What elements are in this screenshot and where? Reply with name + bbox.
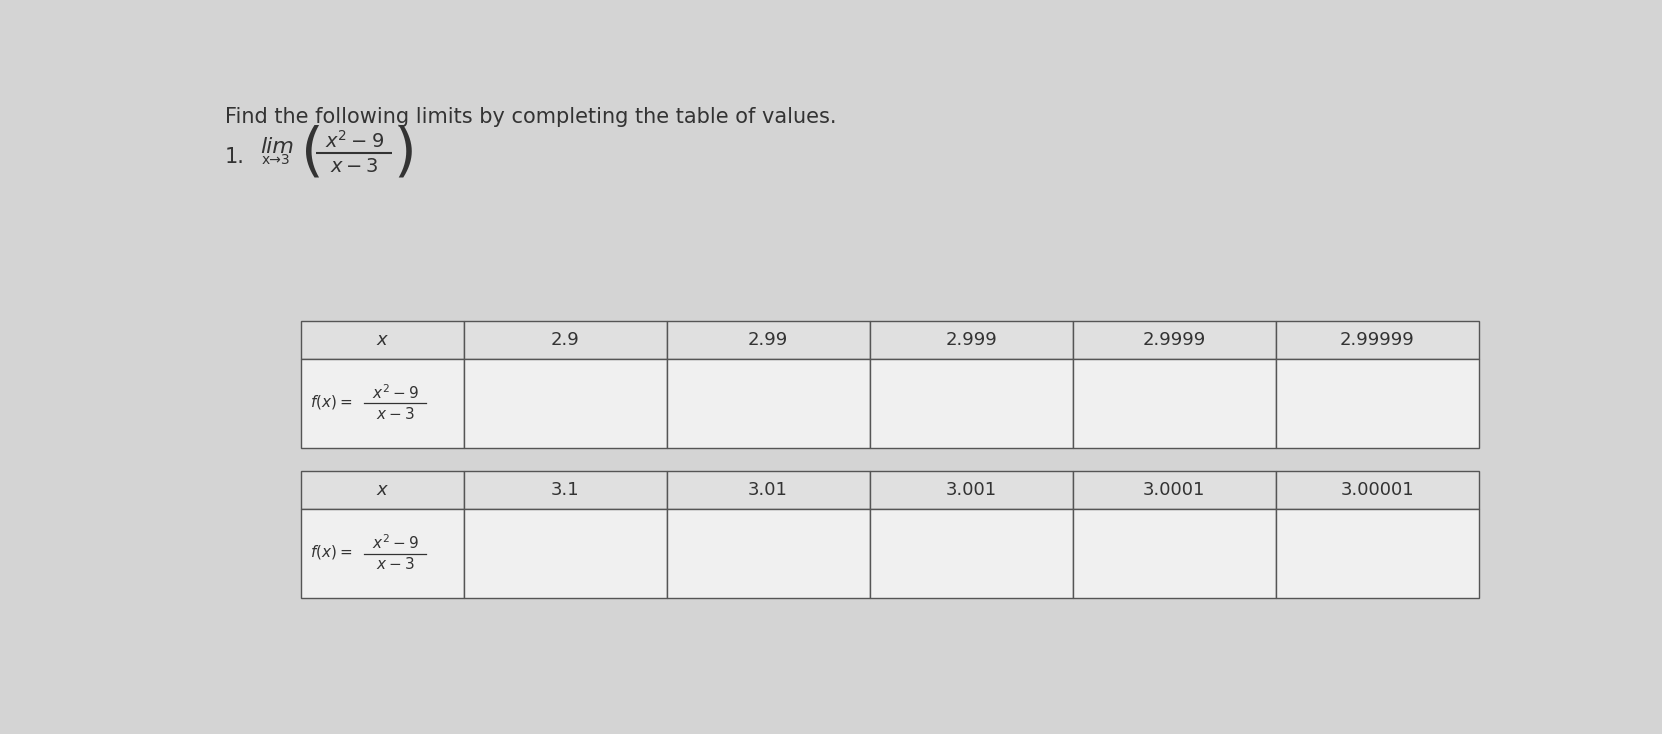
Bar xyxy=(1276,321,1479,359)
Text: x: x xyxy=(377,481,387,499)
Text: 1.: 1. xyxy=(224,147,244,167)
Bar xyxy=(869,509,1072,597)
Bar xyxy=(666,470,869,509)
Text: x: x xyxy=(377,331,387,349)
Text: lim: lim xyxy=(261,137,294,157)
Text: 2.99: 2.99 xyxy=(748,331,788,349)
Text: 3.1: 3.1 xyxy=(550,481,580,499)
Text: 3.001: 3.001 xyxy=(946,481,997,499)
Bar xyxy=(1276,470,1479,509)
Bar xyxy=(666,509,869,597)
Bar xyxy=(1072,359,1276,448)
Bar xyxy=(1072,321,1276,359)
Bar xyxy=(869,359,1072,448)
Bar xyxy=(464,321,666,359)
Bar xyxy=(301,321,464,359)
Text: 2.9: 2.9 xyxy=(550,331,580,349)
Text: 3.0001: 3.0001 xyxy=(1143,481,1205,499)
Text: $x-3$: $x-3$ xyxy=(376,406,414,422)
Text: $x^2-9$: $x^2-9$ xyxy=(324,129,384,151)
Text: ): ) xyxy=(394,124,417,181)
Bar xyxy=(464,509,666,597)
Bar xyxy=(301,509,464,597)
Text: $x-3$: $x-3$ xyxy=(329,157,379,176)
Bar xyxy=(1072,470,1276,509)
Bar xyxy=(301,470,464,509)
Text: 3.01: 3.01 xyxy=(748,481,788,499)
Bar xyxy=(1072,509,1276,597)
Bar xyxy=(666,321,869,359)
Bar xyxy=(666,359,869,448)
Text: 2.99999: 2.99999 xyxy=(1340,331,1414,349)
Text: $f(x)=$: $f(x)=$ xyxy=(311,393,352,411)
Bar xyxy=(464,470,666,509)
Text: $x-3$: $x-3$ xyxy=(376,556,414,573)
Text: x→3: x→3 xyxy=(263,153,291,167)
Bar xyxy=(869,470,1072,509)
Text: Find the following limits by completing the table of values.: Find the following limits by completing … xyxy=(224,106,836,126)
Text: $x^2-9$: $x^2-9$ xyxy=(372,534,419,552)
Bar xyxy=(1276,359,1479,448)
Text: 2.999: 2.999 xyxy=(946,331,997,349)
Text: 2.9999: 2.9999 xyxy=(1142,331,1207,349)
Bar xyxy=(301,359,464,448)
Bar xyxy=(464,359,666,448)
Bar xyxy=(1276,509,1479,597)
Text: $x^2-9$: $x^2-9$ xyxy=(372,383,419,402)
Text: (: ( xyxy=(301,124,324,181)
Text: $f(x)=$: $f(x)=$ xyxy=(311,543,352,561)
Text: 3.00001: 3.00001 xyxy=(1341,481,1414,499)
Bar xyxy=(869,321,1072,359)
